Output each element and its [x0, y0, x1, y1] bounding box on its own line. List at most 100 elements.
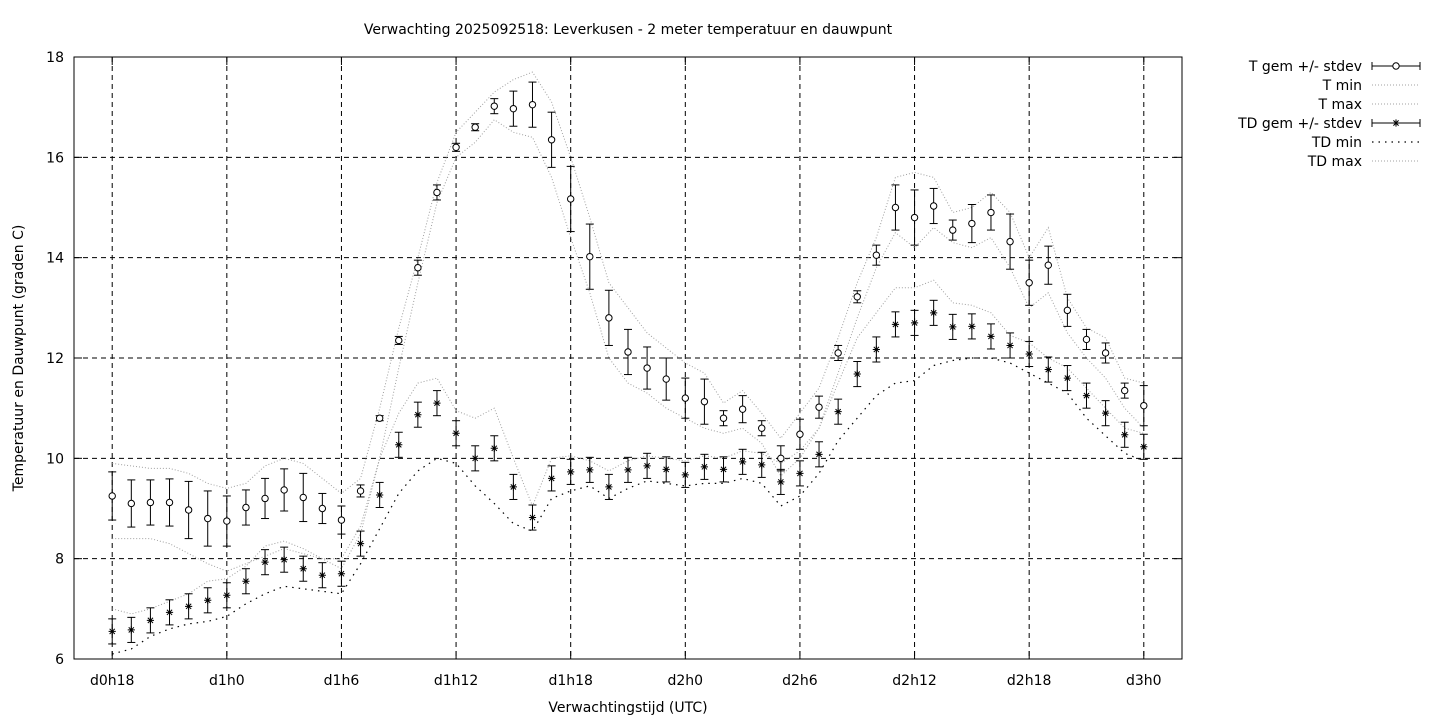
data-point-star — [414, 411, 422, 419]
data-point-star — [395, 441, 403, 449]
data-point-star — [1025, 350, 1033, 358]
y-tick-label: 8 — [55, 552, 64, 568]
data-point-circle — [108, 492, 116, 500]
data-point-star — [891, 320, 900, 328]
data-point-star — [681, 471, 689, 479]
data-point-circle — [547, 136, 556, 144]
data-point-circle — [490, 102, 498, 110]
data-point-circle — [719, 414, 728, 422]
data-point-circle — [414, 264, 422, 272]
data-point-star — [471, 454, 479, 462]
data-marks — [108, 81, 1148, 645]
data-point-star — [700, 463, 709, 471]
data-point-circle — [949, 226, 957, 234]
data-point-star — [910, 319, 919, 327]
data-point-star — [796, 469, 804, 477]
data-point-circle — [777, 454, 785, 463]
data-point-circle — [987, 208, 995, 217]
y-tick-label: 6 — [55, 652, 64, 668]
data-point-circle — [738, 405, 747, 413]
data-point-star — [509, 483, 517, 491]
data-point-star — [108, 627, 116, 636]
x-tick-label: d2h6 — [782, 673, 818, 689]
x-tick-label: d2h12 — [892, 673, 936, 689]
data-point-circle — [853, 293, 861, 301]
data-point-circle — [528, 100, 537, 109]
data-point-star — [719, 465, 728, 473]
data-point-circle — [509, 104, 518, 113]
data-point-circle — [280, 486, 288, 494]
data-point-circle — [1082, 335, 1091, 344]
data-point-star — [433, 399, 441, 407]
data-point-circle — [184, 506, 193, 514]
data-point-star — [261, 558, 269, 566]
data-point-star — [1063, 374, 1071, 382]
data-point-star — [987, 332, 995, 341]
data-point-circle — [1025, 279, 1033, 287]
data-point-star — [490, 444, 498, 452]
data-point-star — [853, 370, 861, 378]
x-tick-label: d2h18 — [1007, 673, 1051, 689]
series-line — [112, 357, 1145, 655]
data-point-circle — [452, 143, 460, 152]
data-point-circle — [910, 213, 919, 222]
data-point-circle — [242, 503, 250, 512]
data-point-circle — [223, 517, 231, 525]
data-point-star — [1044, 365, 1052, 374]
data-point-circle — [968, 219, 976, 228]
data-point-star — [1082, 392, 1091, 400]
data-point-circle — [796, 430, 804, 438]
series-line — [112, 71, 1144, 495]
data-point-star — [1392, 119, 1400, 127]
data-point-circle — [681, 394, 690, 402]
y-tick-label: 18 — [46, 50, 64, 66]
data-point-circle — [929, 202, 938, 210]
data-point-star — [758, 461, 766, 469]
data-point-star — [643, 462, 651, 470]
data-point-star — [337, 570, 346, 578]
data-point-circle — [834, 349, 842, 357]
x-tick-label: d1h0 — [209, 673, 245, 689]
data-point-star — [567, 468, 575, 476]
legend-label: TD gem +/- stdev — [1237, 116, 1362, 132]
legend-circle — [1392, 62, 1400, 70]
data-point-star — [452, 429, 460, 437]
x-tick-label: d0h18 — [90, 673, 134, 689]
x-tick-label: d1h12 — [434, 673, 478, 689]
data-point-star — [185, 602, 193, 610]
x-tick-label: d2h0 — [668, 673, 704, 689]
x-axis-label: Verwachtingstijd (UTC) — [548, 700, 707, 716]
data-point-circle — [1063, 306, 1072, 315]
data-point-circle — [337, 516, 346, 524]
data-point-star — [280, 556, 288, 564]
data-point-circle — [1120, 386, 1129, 395]
x-tick-label: d1h6 — [324, 673, 360, 689]
data-point-star — [662, 465, 670, 473]
data-point-star — [1140, 443, 1148, 451]
data-point-circle — [261, 494, 269, 503]
data-point-circle — [318, 504, 327, 513]
data-point-circle — [1101, 349, 1110, 357]
data-point-star — [242, 577, 250, 585]
data-point-circle — [375, 414, 384, 422]
legend-label: T gem +/- stdev — [1248, 59, 1362, 75]
data-point-circle — [566, 195, 575, 203]
data-point-star — [127, 626, 135, 634]
data-point-star — [318, 571, 326, 579]
data-point-star — [1101, 409, 1110, 417]
data-point-star — [165, 608, 174, 616]
data-point-circle — [395, 336, 403, 345]
data-point-circle — [433, 188, 441, 197]
data-point-circle — [146, 498, 155, 507]
legend-label: TD max — [1307, 154, 1362, 170]
data-point-star — [605, 483, 613, 491]
legend-label: TD min — [1311, 135, 1362, 151]
data-point-circle — [605, 314, 613, 322]
data-point-star — [146, 616, 155, 624]
data-point-star — [528, 513, 537, 522]
data-point-star — [299, 565, 307, 573]
data-point-circle — [299, 493, 307, 502]
data-point-circle — [643, 364, 651, 372]
data-point-circle — [127, 499, 136, 508]
